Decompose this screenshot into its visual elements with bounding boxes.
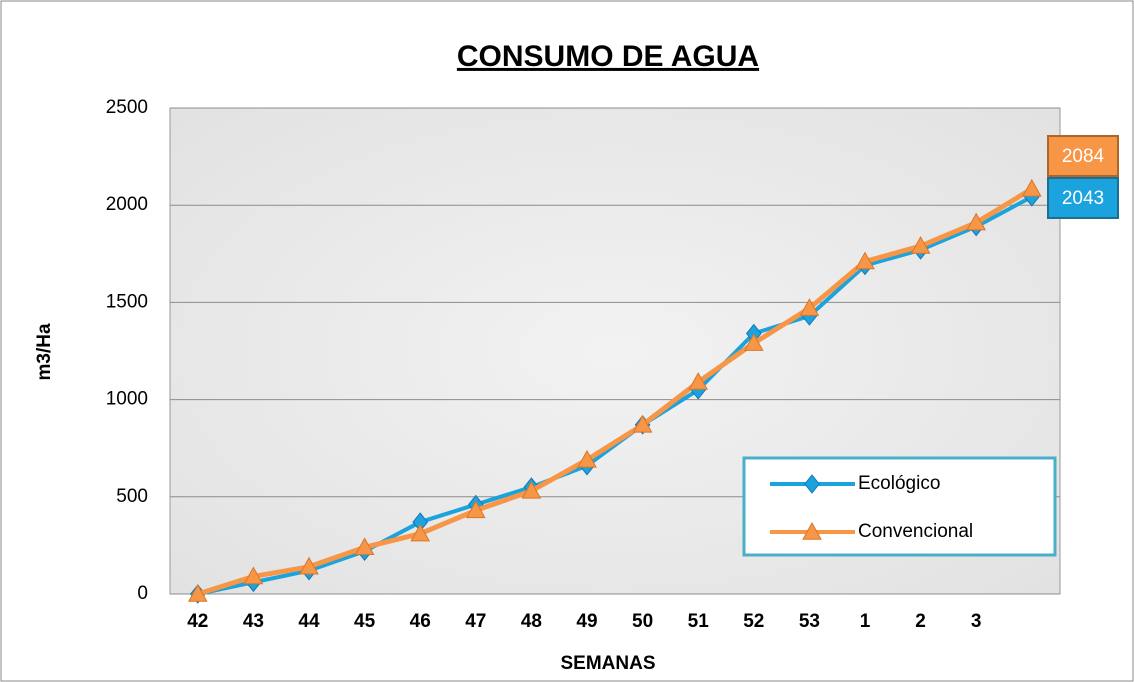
x-tick-label: 2 bbox=[915, 611, 926, 632]
legend-label: Convencional bbox=[858, 521, 973, 542]
x-tick-label: 50 bbox=[632, 611, 653, 632]
y-axis-label: m3/Ha bbox=[34, 323, 55, 380]
data-point bbox=[354, 537, 375, 556]
value-label-box bbox=[1047, 177, 1119, 219]
x-tick-label: 42 bbox=[187, 611, 208, 632]
x-tick-label: 48 bbox=[521, 611, 542, 632]
x-tick-label: 51 bbox=[688, 611, 710, 632]
data-point bbox=[410, 523, 431, 542]
series-line bbox=[197, 186, 1034, 597]
data-point bbox=[465, 500, 486, 519]
x-tick-label: 44 bbox=[298, 611, 320, 632]
data-point bbox=[743, 333, 764, 351]
data-point bbox=[187, 583, 208, 602]
data-point bbox=[910, 235, 931, 254]
value-label: 2043 bbox=[1062, 188, 1104, 209]
data-point bbox=[966, 212, 987, 231]
x-tick-label: 1 bbox=[860, 611, 871, 632]
data-point bbox=[799, 298, 820, 316]
data-point bbox=[688, 372, 709, 390]
legend-label: Ecológico bbox=[858, 473, 940, 494]
data-point bbox=[1021, 178, 1042, 197]
y-tick-label: 1000 bbox=[106, 389, 148, 410]
legend-marker bbox=[802, 521, 822, 540]
value-label-box bbox=[1047, 135, 1119, 177]
data-point bbox=[855, 251, 875, 270]
y-tick-label: 0 bbox=[137, 583, 148, 604]
data-point bbox=[299, 556, 319, 575]
legend-box bbox=[742, 456, 1057, 557]
x-tick-label: 43 bbox=[243, 611, 264, 632]
x-axis-label: SEMANAS bbox=[560, 653, 655, 674]
x-tick-label: 52 bbox=[743, 611, 764, 632]
y-tick-label: 2000 bbox=[106, 194, 148, 215]
data-point bbox=[577, 449, 597, 468]
data-point bbox=[632, 414, 653, 433]
y-tick-label: 500 bbox=[116, 486, 148, 507]
value-label: 2084 bbox=[1062, 146, 1105, 167]
chart-title: CONSUMO DE AGUA bbox=[457, 40, 759, 73]
data-point bbox=[521, 480, 542, 499]
y-tick-label: 2500 bbox=[106, 97, 148, 118]
x-tick-label: 53 bbox=[799, 611, 820, 632]
x-tick-label: 45 bbox=[354, 611, 376, 632]
x-tick-label: 47 bbox=[465, 611, 486, 632]
legend-marker bbox=[804, 474, 820, 494]
x-tick-label: 3 bbox=[971, 611, 982, 632]
data-point bbox=[243, 566, 264, 585]
x-tick-label: 49 bbox=[576, 611, 597, 632]
x-tick-label: 46 bbox=[410, 611, 431, 632]
y-tick-label: 1500 bbox=[106, 291, 148, 312]
